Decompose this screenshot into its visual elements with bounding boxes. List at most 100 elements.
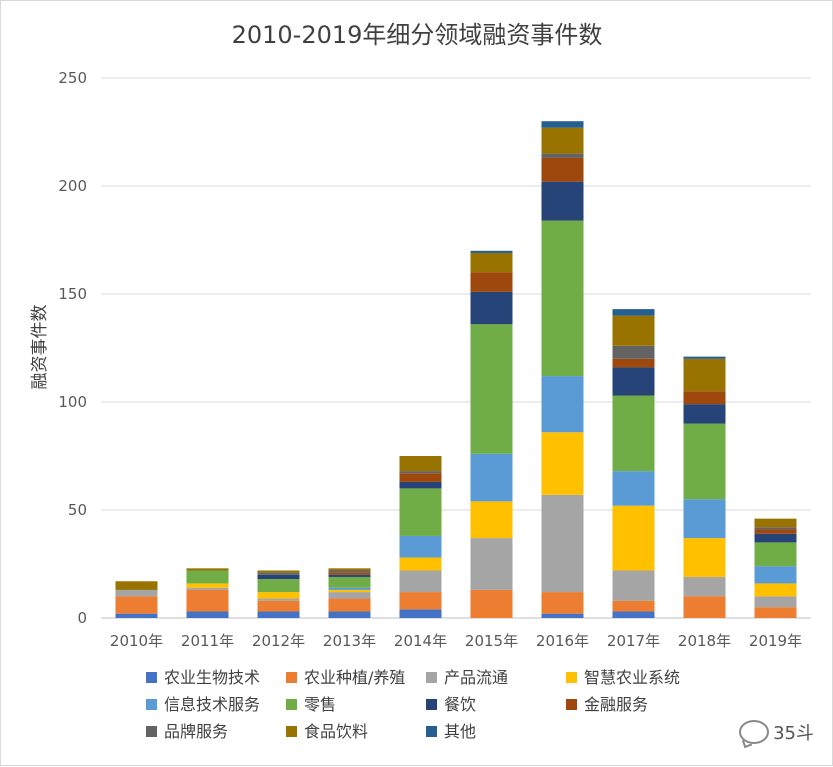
x-tick-label: 2013年 — [323, 632, 376, 650]
y-tick-label: 250 — [58, 69, 87, 87]
bar-segment — [257, 600, 300, 612]
bar-segment — [612, 315, 655, 346]
bar-segment — [612, 367, 655, 396]
bar-segment — [612, 600, 655, 612]
bar-segment — [328, 589, 371, 593]
x-tick-labels: 2010年 2011年 2012年 2013年 2014年 2015年 2016年 2017年… — [110, 632, 802, 650]
legend-swatch — [286, 699, 297, 710]
y-tick-label: 0 — [77, 609, 87, 627]
bar-segment — [257, 572, 300, 575]
bar-segment — [399, 570, 442, 593]
bar-segment — [399, 557, 442, 571]
legend-entry: 产品流通 — [444, 668, 508, 687]
bar-segment — [115, 589, 158, 597]
bar-segment — [328, 568, 371, 571]
bar-segment — [186, 583, 229, 588]
bar-segment — [541, 127, 584, 154]
bar-segment — [186, 570, 229, 584]
bar-segment — [541, 220, 584, 377]
legend-swatch — [426, 699, 437, 710]
bar-segment — [683, 404, 726, 424]
bar-segment — [612, 358, 655, 368]
x-tick-label: 2017年 — [607, 632, 660, 650]
bar-segment — [541, 121, 584, 128]
bar-segment — [612, 345, 655, 359]
bar-segment — [186, 568, 229, 571]
bar-segment — [328, 611, 371, 618]
bar-segment — [470, 252, 513, 273]
bar-segment — [683, 356, 726, 359]
bar-segment — [115, 613, 158, 618]
bar-segment — [470, 501, 513, 539]
bar-segment — [612, 505, 655, 571]
bar-segment — [754, 566, 797, 584]
x-tick-label: 2010年 — [110, 632, 163, 650]
legend-swatch — [566, 672, 577, 683]
bar-segment — [754, 527, 797, 530]
x-tick-label: 2011年 — [181, 632, 234, 650]
bar-segment — [115, 596, 158, 614]
bar-segment — [541, 592, 584, 614]
bar-segment — [399, 609, 442, 618]
legend-entry: 智慧农业系统 — [584, 668, 680, 687]
bar-segment — [328, 574, 371, 577]
bar-stacks — [115, 121, 797, 618]
bar-segment — [399, 471, 442, 474]
y-tick-label: 100 — [58, 393, 87, 411]
bar-segment — [754, 542, 797, 567]
bar-segment — [115, 581, 158, 590]
bar-segment — [399, 592, 442, 610]
x-tick-label: 2016年 — [536, 632, 589, 650]
y-tick-label: 200 — [58, 177, 87, 195]
bar-segment — [754, 607, 797, 618]
bar-segment — [328, 576, 371, 588]
watermark: 35斗 — [739, 719, 814, 745]
legend-swatch — [426, 672, 437, 683]
chart-title: 2010-2019年细分领域融资事件数 — [232, 21, 603, 49]
bar-segment — [541, 157, 584, 182]
legend-entry: 品牌服务 — [164, 722, 228, 741]
bar-segment — [612, 309, 655, 316]
bar-segment — [257, 592, 300, 599]
bar-segment — [186, 587, 229, 590]
bar-segment — [683, 596, 726, 618]
wechat-bubble-icon — [739, 720, 770, 744]
bar-segment — [754, 583, 797, 597]
bar-segment — [470, 291, 513, 325]
legend-entry: 食品饮料 — [304, 722, 368, 741]
legend-entry: 餐饮 — [444, 695, 476, 714]
legend-swatch — [286, 726, 297, 737]
bar-segment — [470, 324, 513, 454]
bar-segment — [754, 518, 797, 528]
bar-segment — [328, 592, 371, 599]
bar-segment — [612, 471, 655, 506]
bar-segment — [683, 358, 726, 392]
bar-segment — [399, 456, 442, 472]
legend-entry: 信息技术服务 — [164, 695, 260, 714]
bar-segment — [683, 538, 726, 577]
y-tick-labels: 0 50 100 150 200 250 — [58, 69, 87, 627]
bar-segment — [541, 494, 584, 593]
y-tick-label: 50 — [68, 501, 87, 519]
bar-segment — [399, 488, 442, 536]
legend-swatch — [566, 699, 577, 710]
legend-swatch — [146, 726, 157, 737]
bar-segment — [328, 572, 371, 575]
bar-segment — [328, 587, 371, 590]
x-tick-label: 2015年 — [465, 632, 518, 650]
y-axis-label: 融资事件数 — [30, 305, 50, 390]
x-tick-label: 2012年 — [252, 632, 305, 650]
legend-entry: 农业生物技术 — [164, 668, 260, 687]
bar-segment — [257, 611, 300, 618]
legend-entry: 零售 — [304, 695, 336, 714]
legend-entry: 金融服务 — [584, 695, 648, 714]
legend-swatch — [286, 672, 297, 683]
x-tick-label: 2014年 — [394, 632, 447, 650]
legend-swatch — [426, 726, 437, 737]
bar-segment — [541, 153, 584, 158]
bar-segment — [683, 576, 726, 597]
bar-segment — [683, 423, 726, 500]
bar-segment — [683, 499, 726, 539]
